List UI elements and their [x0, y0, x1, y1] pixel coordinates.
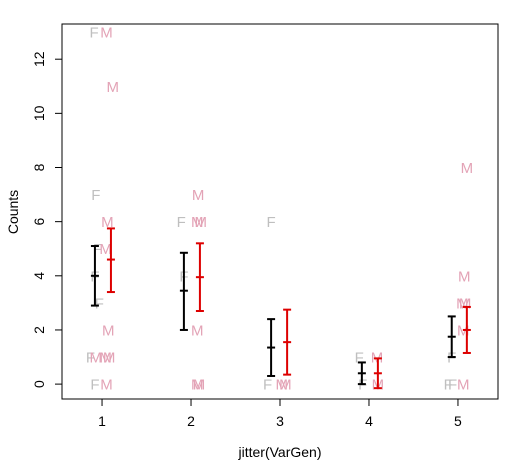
x-tick-label: 1 — [98, 413, 106, 429]
point-m: M — [99, 350, 112, 367]
point-m: M — [456, 295, 469, 312]
point-m: M — [276, 377, 289, 394]
point-m: M — [101, 214, 114, 231]
error-bar-m — [283, 308, 292, 376]
point-m: M — [103, 350, 116, 367]
x-tick-label: 5 — [454, 413, 462, 429]
point-m: M — [106, 79, 119, 96]
y-tick-label: 0 — [31, 380, 47, 388]
x-tick-label: 4 — [365, 413, 373, 429]
y-tick-label: 12 — [31, 51, 47, 67]
error-bar-f — [90, 245, 99, 307]
point-m: M — [459, 295, 472, 312]
point-f: F — [267, 214, 276, 231]
point-f: F — [177, 214, 186, 231]
error-bar-m — [195, 242, 204, 313]
x-tick-label: 3 — [276, 413, 284, 429]
point-m: M — [100, 377, 113, 394]
error-bars-layer — [90, 227, 471, 390]
point-m: M — [193, 377, 206, 394]
y-tick-label: 2 — [31, 326, 47, 334]
point-m: M — [458, 268, 471, 285]
y-tick-label: 10 — [31, 105, 47, 121]
point-m: M — [100, 25, 113, 42]
point-f: F — [90, 377, 99, 394]
error-bar-m — [106, 227, 115, 294]
point-m: M — [461, 160, 474, 177]
y-axis-label: Counts — [5, 190, 21, 234]
error-bar-f — [447, 315, 456, 359]
point-m: M — [102, 322, 115, 339]
x-tick-label: 2 — [187, 413, 195, 429]
error-bar-f — [179, 251, 188, 331]
x-axis-label: jitter(VarGen) — [238, 444, 322, 460]
error-bar-m — [462, 305, 471, 354]
point-m: M — [191, 377, 204, 394]
point-m: M — [90, 350, 103, 367]
y-tick-label: 4 — [31, 272, 47, 280]
point-f: F — [93, 241, 102, 258]
point-f: F — [448, 377, 457, 394]
point-m: M — [191, 214, 204, 231]
point-m: M — [99, 241, 112, 258]
point-m: M — [192, 187, 205, 204]
point-f: F — [89, 25, 98, 42]
error-bar-f — [357, 361, 366, 386]
y-tick-label: 6 — [31, 218, 47, 226]
point-f: F — [86, 350, 95, 367]
point-f: F — [444, 377, 453, 394]
points-layer: FMMFMFMFFMFMMMFMMFMMFMMMFFMMFMFMMMMMMFFF… — [86, 25, 473, 394]
error-bar-m — [373, 357, 382, 390]
point-m: M — [195, 214, 208, 231]
point-m: M — [191, 322, 204, 339]
point-f: F — [355, 350, 364, 367]
point-f: F — [91, 187, 100, 204]
point-m: M — [279, 377, 292, 394]
error-bar-f — [267, 318, 276, 377]
point-f: F — [263, 377, 272, 394]
y-tick-label: 8 — [31, 163, 47, 171]
point-f: F — [95, 295, 104, 312]
point-m: M — [457, 377, 470, 394]
plot-frame — [61, 23, 499, 400]
